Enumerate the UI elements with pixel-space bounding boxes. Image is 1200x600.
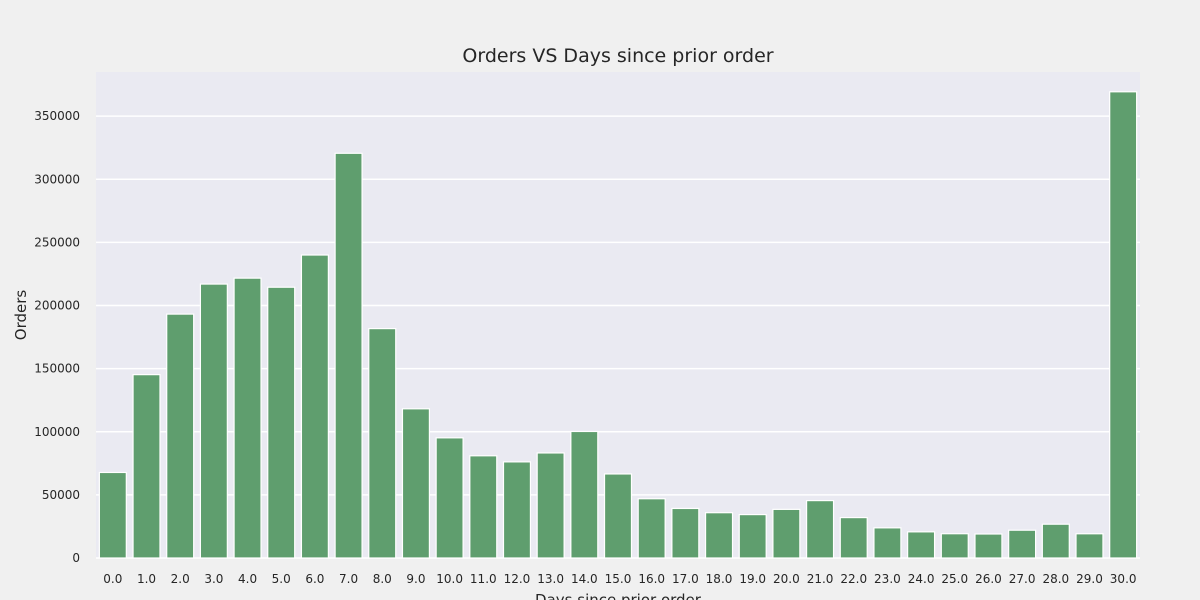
bar	[940, 533, 969, 559]
bar	[570, 430, 599, 559]
x-tick-label: 8.0	[373, 572, 392, 586]
x-tick-label: 5.0	[272, 572, 291, 586]
x-tick-label: 6.0	[305, 572, 324, 586]
bar	[603, 473, 633, 559]
x-tick-label: 13.0	[537, 572, 564, 586]
chart-title: Orders VS Days since prior order	[462, 45, 773, 67]
bar	[873, 527, 902, 559]
x-tick-label: 27.0	[1009, 572, 1036, 586]
x-tick-label: 29.0	[1076, 572, 1103, 586]
y-tick-label: 350000	[34, 109, 80, 123]
x-axis-ticks: 0.0 1.0 2.0 3.0 4.0 5.0 6.0 7.0 8.0 9.0 10.0 11.0 12…	[103, 572, 1136, 586]
bar	[1075, 533, 1104, 559]
bar	[502, 461, 532, 559]
x-tick-label: 0.0	[103, 572, 122, 586]
y-tick-label: 50000	[42, 488, 80, 502]
x-tick-label: 30.0	[1110, 572, 1137, 586]
y-tick-label: 100000	[34, 425, 80, 439]
bar	[738, 513, 767, 559]
bar	[435, 437, 464, 559]
bars	[98, 91, 1138, 559]
y-axis-label: Orders	[12, 290, 30, 341]
bar	[401, 408, 431, 559]
bar	[805, 500, 835, 559]
x-tick-label: 16.0	[638, 572, 665, 586]
bar	[1041, 523, 1070, 559]
x-tick-label: 14.0	[571, 572, 598, 586]
x-tick-label: 2.0	[171, 572, 190, 586]
bar	[637, 498, 666, 559]
x-tick-label: 25.0	[941, 572, 968, 586]
y-tick-label: 150000	[34, 362, 80, 376]
x-tick-label: 28.0	[1042, 572, 1069, 586]
y-tick-label: 300000	[34, 172, 80, 186]
bar	[98, 471, 127, 559]
bar	[199, 283, 228, 559]
bar	[974, 533, 1003, 559]
bar	[1008, 529, 1037, 559]
bar	[1109, 91, 1138, 559]
bar	[132, 374, 161, 559]
x-tick-label: 22.0	[840, 572, 867, 586]
bar	[671, 507, 700, 559]
x-tick-label: 7.0	[339, 572, 358, 586]
y-tick-label: 200000	[34, 299, 80, 313]
x-tick-label: 18.0	[706, 572, 733, 586]
x-tick-label: 10.0	[436, 572, 463, 586]
x-tick-label: 4.0	[238, 572, 257, 586]
x-tick-label: 12.0	[504, 572, 531, 586]
bar	[233, 277, 262, 559]
x-tick-label: 19.0	[739, 572, 766, 586]
bar	[368, 328, 397, 559]
y-tick-label: 250000	[34, 235, 80, 249]
x-tick-label: 23.0	[874, 572, 901, 586]
bar	[704, 512, 734, 559]
bar	[166, 313, 195, 559]
x-tick-label: 26.0	[975, 572, 1002, 586]
bar	[469, 455, 498, 559]
x-tick-label: 15.0	[605, 572, 632, 586]
bar	[334, 152, 363, 559]
x-tick-label: 9.0	[406, 572, 425, 586]
y-tick-label: 0	[72, 551, 80, 565]
x-tick-label: 11.0	[470, 572, 497, 586]
bar	[267, 286, 296, 559]
x-tick-label: 3.0	[204, 572, 223, 586]
x-tick-label: 21.0	[807, 572, 834, 586]
x-tick-label: 20.0	[773, 572, 800, 586]
x-tick-label: 17.0	[672, 572, 699, 586]
x-tick-label: 1.0	[137, 572, 156, 586]
bar	[300, 254, 329, 559]
bar	[839, 516, 868, 559]
x-axis-label: Days since prior order	[535, 591, 702, 600]
bar	[772, 508, 801, 559]
bar	[536, 452, 565, 559]
bar	[907, 531, 936, 559]
x-tick-label: 24.0	[908, 572, 935, 586]
